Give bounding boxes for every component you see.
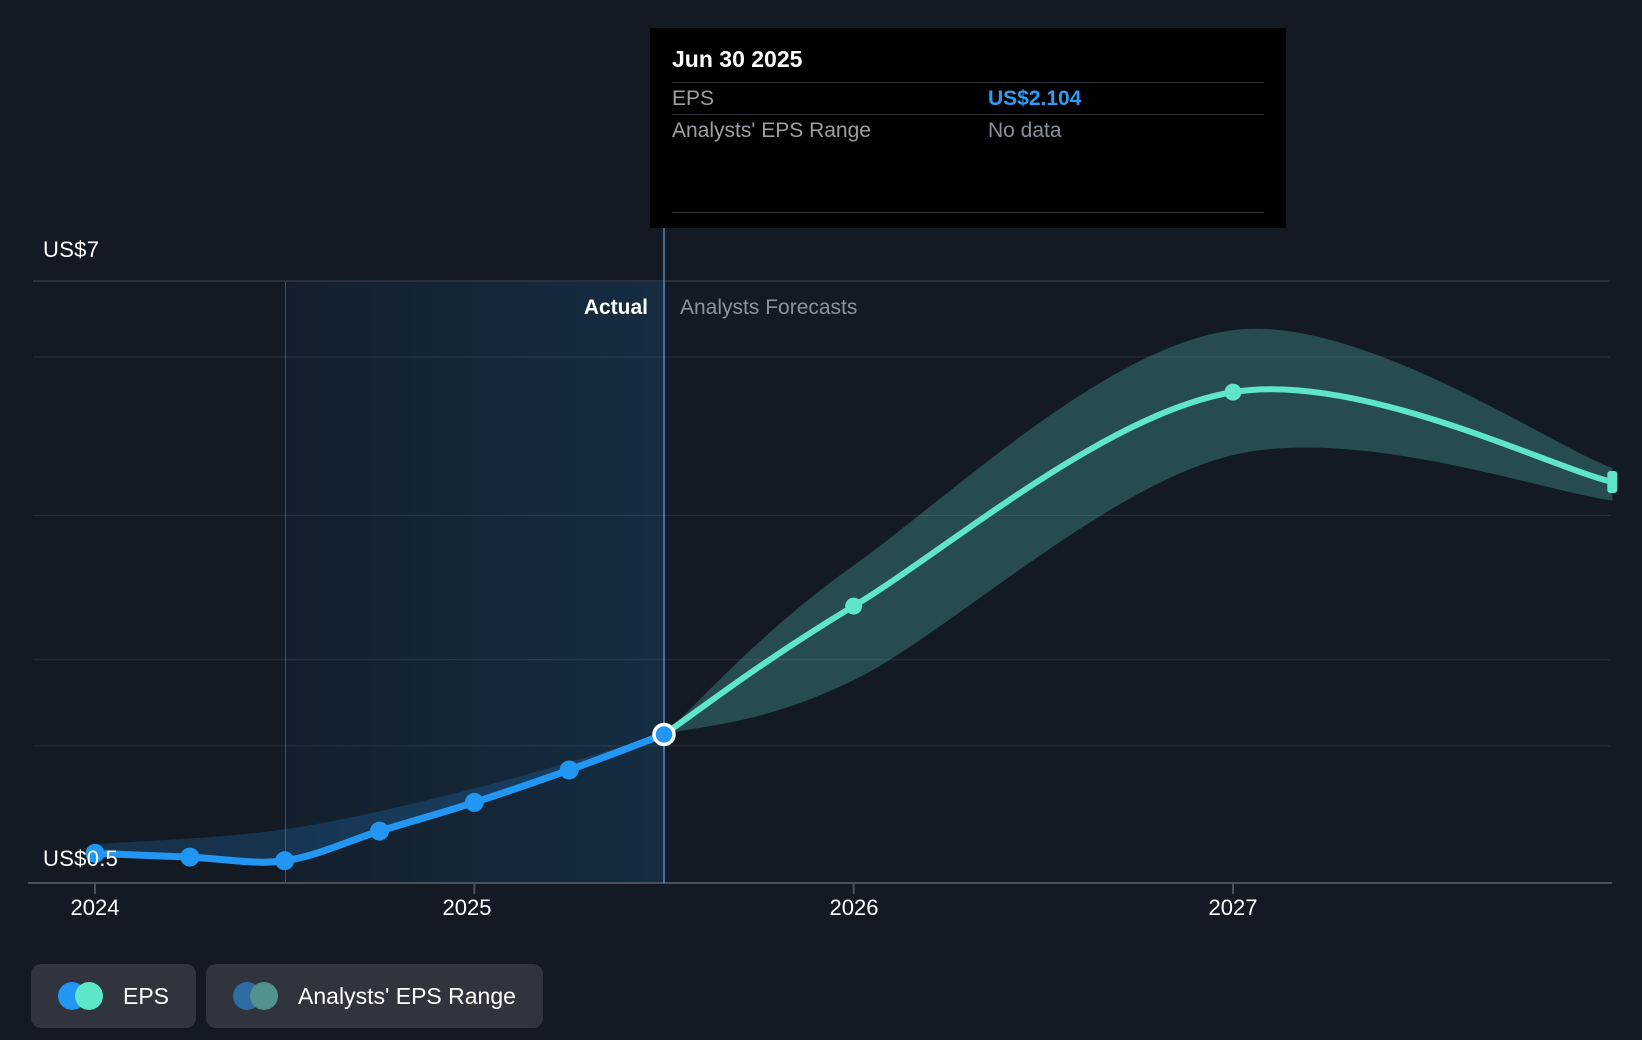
legend-item-eps[interactable]: EPS [31, 964, 196, 1028]
tooltip-eps-label: EPS [672, 87, 714, 110]
selected-data-point[interactable] [654, 724, 674, 744]
legend-item-analysts-eps-range[interactable]: Analysts' EPS Range [206, 964, 543, 1028]
x-tick-label-2024: 2024 [71, 895, 120, 921]
actual-section-label: Actual [584, 296, 648, 320]
forecast-end-marker [1607, 471, 1617, 493]
eps-legend-dots-icon [58, 982, 103, 1010]
range-legend-dots-icon [233, 982, 278, 1010]
legend-range-label: Analysts' EPS Range [298, 983, 516, 1010]
eps-forecast-chart: US$7 US$0.5 2024 2025 2026 2027 Actual A… [0, 0, 1642, 1040]
tooltip-divider [672, 212, 1264, 213]
actual-data-point[interactable] [370, 822, 389, 841]
legend-eps-label: EPS [123, 983, 169, 1010]
y-axis-label-top: US$7 [43, 237, 99, 263]
x-tick-label-2027: 2027 [1209, 895, 1258, 921]
tooltip-spacer [672, 146, 1264, 212]
actual-data-point[interactable] [465, 793, 484, 812]
tooltip-eps-value: US$2.104 [988, 83, 1081, 114]
y-axis-label-bottom: US$0.5 [43, 846, 118, 872]
actual-eps-band [95, 734, 664, 862]
actual-data-point[interactable] [180, 848, 199, 867]
analysts-eps-range-band [664, 329, 1612, 735]
chart-tooltip: Jun 30 2025 EPS US$2.104 Analysts' EPS R… [650, 28, 1286, 228]
chart-legend: EPS Analysts' EPS Range [31, 964, 543, 1028]
x-tick-label-2025: 2025 [443, 895, 492, 921]
actual-data-point[interactable] [275, 851, 294, 870]
range-teal-dot-icon [250, 982, 278, 1010]
forecast-data-point[interactable] [845, 598, 862, 615]
tooltip-range-value: No data [988, 115, 1062, 146]
eps-teal-dot-icon [75, 982, 103, 1010]
x-tick-label-2026: 2026 [830, 895, 879, 921]
tooltip-date: Jun 30 2025 [672, 42, 1264, 82]
tooltip-range-label: Analysts' EPS Range [672, 119, 871, 142]
tooltip-row-eps: EPS US$2.104 [672, 83, 1264, 114]
forecast-data-point[interactable] [1224, 384, 1241, 401]
tooltip-row-range: Analysts' EPS Range No data [672, 115, 1264, 146]
forecast-section-label: Analysts Forecasts [680, 296, 857, 320]
actual-data-point[interactable] [560, 761, 579, 780]
